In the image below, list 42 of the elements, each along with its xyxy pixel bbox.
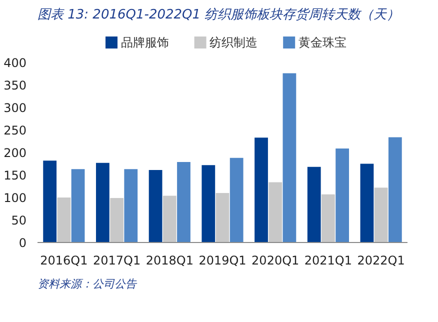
y-tick-label: 350	[4, 78, 26, 92]
y-tick-label: 250	[4, 124, 26, 138]
x-tick-label: 2021Q1	[304, 254, 352, 268]
y-tick-label: 100	[4, 191, 26, 205]
x-tick-label: 2017Q1	[92, 254, 141, 268]
bar	[96, 162, 110, 242]
legend-label: 黄金珠宝	[298, 36, 346, 50]
y-tick-label: 400	[4, 56, 26, 70]
y-tick-label: 0	[18, 236, 27, 250]
x-tick-label: 2022Q1	[357, 254, 405, 268]
bar	[388, 137, 402, 242]
bar	[148, 170, 162, 242]
bar	[202, 165, 216, 242]
bar	[374, 188, 388, 242]
bar	[230, 158, 244, 242]
y-tick-label: 50	[11, 214, 27, 228]
bar	[162, 196, 176, 242]
x-tick-label: 2018Q1	[146, 254, 194, 268]
y-tick-label: 150	[4, 168, 26, 182]
bar	[336, 148, 350, 242]
bar	[124, 169, 138, 242]
legend-label: 品牌服饰	[120, 36, 169, 50]
chart-title: 图表 13: 2016Q1-2022Q1 纺织服饰板块存货周转天数（天）	[38, 8, 400, 22]
x-tick-label: 2019Q1	[198, 254, 246, 268]
bar	[177, 162, 190, 242]
bar	[307, 166, 321, 242]
bar	[360, 164, 374, 242]
text: 资料来源：公司公告	[38, 278, 138, 290]
bar	[268, 182, 282, 242]
x-tick-label: 2016Q1	[40, 254, 88, 268]
bar	[110, 198, 124, 242]
bar	[71, 169, 85, 242]
bar	[43, 160, 57, 242]
y-tick-label: 300	[4, 101, 26, 115]
bar	[57, 198, 71, 242]
bar	[216, 193, 230, 242]
legend-label: 纺织制造	[210, 36, 258, 50]
bar	[282, 73, 296, 242]
y-tick-label: 200	[4, 146, 26, 160]
bar	[322, 194, 335, 242]
x-tick-label: 2020Q1	[252, 254, 300, 268]
bar	[254, 138, 268, 242]
